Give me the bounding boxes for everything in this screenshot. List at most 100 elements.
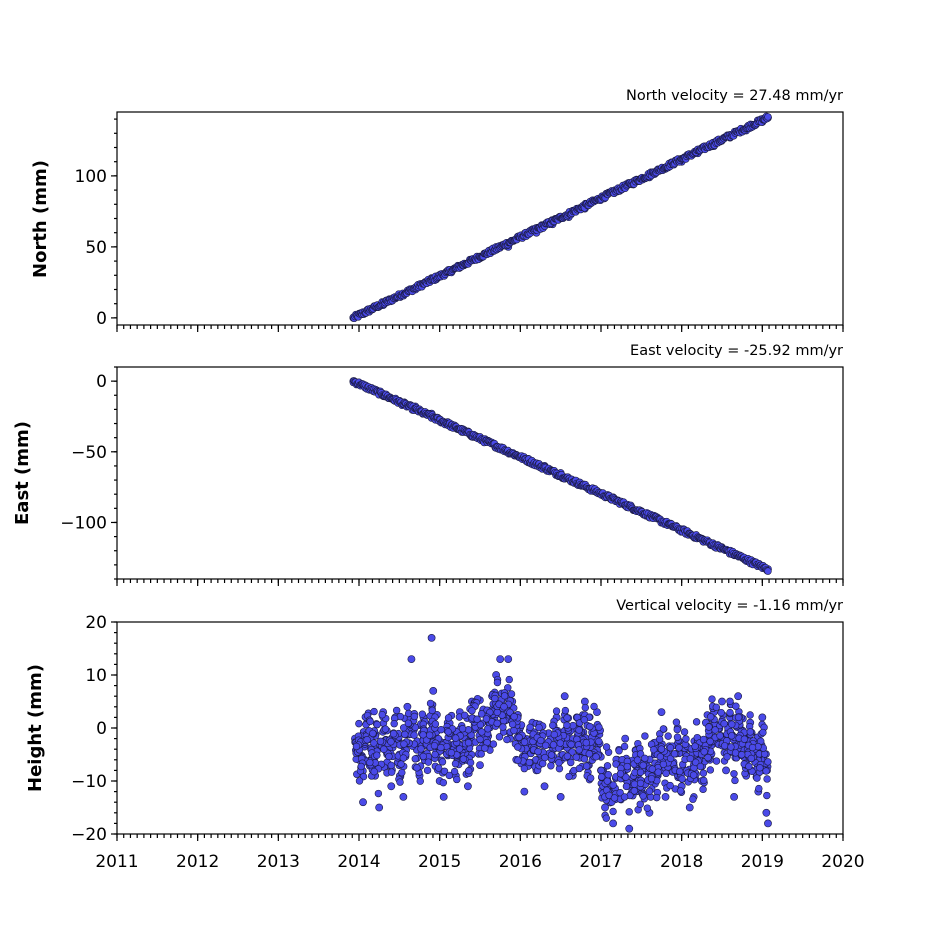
height-data-point <box>763 775 771 783</box>
height-data-point <box>419 731 427 739</box>
height-data-point <box>496 655 505 663</box>
height-marks <box>351 634 772 833</box>
height-data-point <box>645 787 654 795</box>
height-data-point <box>763 791 771 800</box>
height-data-point <box>673 733 682 741</box>
height-data-point <box>355 777 364 785</box>
height-data-point <box>375 803 384 812</box>
height-data-point <box>537 736 545 745</box>
height-data-point <box>585 750 593 758</box>
height-data-point <box>514 743 522 751</box>
height-data-point <box>438 758 447 766</box>
height-y-tick-label: 10 <box>85 666 107 686</box>
north-plot-frame <box>116 111 844 326</box>
height-data-point <box>691 742 699 750</box>
height-data-point <box>366 717 374 726</box>
height-data-point <box>444 714 453 722</box>
height-data-point <box>685 803 694 812</box>
height-data-point <box>453 775 461 784</box>
height-data-point <box>520 764 529 773</box>
height-data-point <box>473 715 481 723</box>
height-data-point <box>429 687 438 695</box>
height-data-point <box>699 785 707 794</box>
height-data-point <box>404 719 413 727</box>
height-data-point <box>764 758 772 766</box>
height-data-point <box>489 740 498 748</box>
height-data-point <box>520 787 529 796</box>
height-data-point <box>731 749 740 757</box>
height-data-point <box>732 702 740 710</box>
height-data-point <box>563 714 571 722</box>
height-data-point <box>575 764 584 773</box>
height-data-point <box>707 713 715 721</box>
height-data-point <box>657 745 666 753</box>
height-data-point <box>476 735 484 744</box>
height-x-tick-label: 2018 <box>660 852 703 872</box>
height-data-point <box>762 767 770 775</box>
height-data-point <box>431 750 439 759</box>
height-data-point <box>664 732 672 740</box>
height-data-point <box>726 708 734 717</box>
height-data-point <box>387 782 396 791</box>
height-data-point <box>726 697 734 705</box>
height-data-point <box>437 743 445 752</box>
height-data-point <box>666 754 675 763</box>
height-data-point <box>758 713 767 722</box>
height-data-point <box>609 781 617 789</box>
height-data-point <box>675 744 683 752</box>
height-data-point <box>373 720 381 729</box>
height-data-point <box>403 702 412 711</box>
height-data-point <box>550 730 559 739</box>
north-y-tick-label: 50 <box>85 238 107 258</box>
height-y-tick-label: 20 <box>85 613 107 633</box>
height-data-point <box>370 739 378 747</box>
height-data-point <box>416 777 424 785</box>
height-data-point <box>696 762 705 771</box>
height-data-point <box>450 767 459 776</box>
height-data-point <box>603 762 612 770</box>
height-data-point <box>569 721 577 730</box>
east-data-point <box>764 567 772 575</box>
height-data-point <box>417 745 425 753</box>
height-data-point <box>515 733 523 741</box>
east-panel: East velocity = -25.92 mm/yr East (mm) 0… <box>12 343 844 586</box>
north-panel: North velocity = 27.48 mm/yr North (mm) … <box>30 88 844 332</box>
height-data-point <box>493 719 501 728</box>
height-data-point <box>680 728 689 736</box>
height-data-point <box>556 739 564 747</box>
height-data-point <box>540 782 549 791</box>
height-data-point <box>410 712 419 721</box>
height-data-point <box>504 655 513 663</box>
height-data-point <box>756 764 764 772</box>
height-x-tick-label: 2016 <box>499 852 542 872</box>
east-plot-frame <box>116 366 844 580</box>
height-data-point <box>400 740 408 748</box>
height-data-point <box>495 733 504 741</box>
height-data-point <box>734 713 743 722</box>
height-data-point <box>661 793 670 801</box>
height-data-point <box>549 721 557 730</box>
height-data-point <box>602 743 611 751</box>
height-data-point <box>689 795 697 803</box>
height-data-point <box>657 708 666 716</box>
height-data-point <box>399 724 408 732</box>
height-data-point <box>411 755 419 763</box>
height-data-point <box>363 736 371 744</box>
height-data-point <box>582 739 590 747</box>
north-marks <box>349 112 772 323</box>
height-data-point <box>717 708 725 717</box>
height-data-point <box>366 758 374 767</box>
height-data-point <box>385 752 393 761</box>
height-y-tick-label: −10 <box>71 772 107 792</box>
height-data-point <box>720 720 728 728</box>
height-data-point <box>711 726 719 734</box>
height-data-point <box>466 758 475 767</box>
height-data-point <box>567 740 575 749</box>
height-data-point <box>622 773 630 781</box>
height-data-point <box>380 745 388 753</box>
height-data-point <box>636 800 644 808</box>
height-data-point <box>387 761 396 770</box>
height-data-point <box>586 774 595 782</box>
height-data-point <box>464 738 473 747</box>
east-y-tick-label: 0 <box>96 372 107 392</box>
